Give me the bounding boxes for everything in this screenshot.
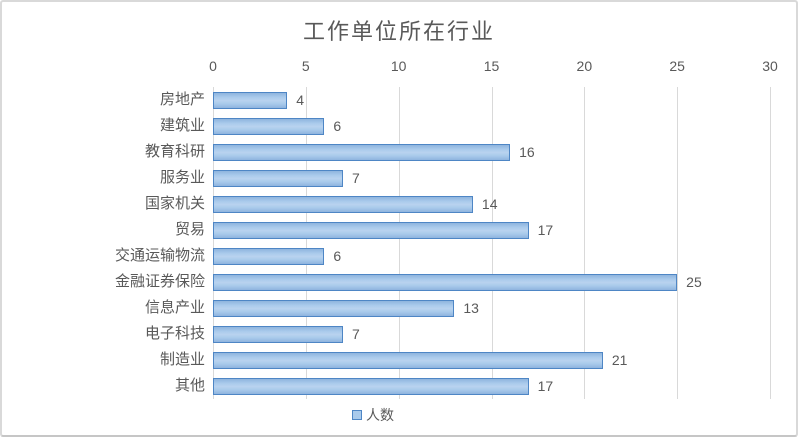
bar-其他[interactable] — [213, 377, 529, 395]
legend-label: 人数 — [366, 407, 394, 423]
category-label: 贸易 — [174, 221, 205, 238]
plot-area: 4 6 16 7 14 17 6 25 13 7 21 17 — [213, 87, 771, 399]
gridline — [305, 87, 307, 399]
bar-交通运输物流[interactable] — [213, 247, 325, 265]
category-label: 建筑业 — [159, 117, 205, 134]
bar-服务业[interactable] — [213, 169, 343, 187]
value-label: 6 — [333, 118, 342, 134]
x-tick-label: 30 — [762, 58, 778, 74]
bar-row: 6 — [213, 243, 770, 269]
x-tick-label: 5 — [301, 58, 310, 74]
category-label: 电子科技 — [144, 325, 205, 342]
category-label: 制造业 — [159, 351, 205, 368]
value-label: 16 — [519, 144, 535, 160]
value-label: 6 — [333, 248, 342, 264]
x-tick-label: 0 — [209, 58, 217, 74]
legend[interactable]: 人数 — [352, 405, 394, 425]
bar-row: 21 — [213, 347, 770, 373]
gridline — [584, 87, 586, 399]
category-label: 教育科研 — [144, 143, 205, 160]
gridline — [491, 87, 493, 399]
value-label: 4 — [296, 92, 305, 108]
value-label: 17 — [537, 378, 554, 394]
category-label: 国家机关 — [144, 195, 205, 212]
category-label: 信息产业 — [144, 299, 205, 316]
bar-row: 14 — [213, 191, 770, 217]
bar-row: 7 — [213, 321, 770, 347]
x-tick-label: 20 — [576, 58, 593, 74]
bar-金融证券保险[interactable] — [213, 273, 678, 291]
chart-title: 工作单位所在行业 — [302, 19, 495, 44]
bar-row: 6 — [213, 113, 770, 139]
bar-国家机关[interactable] — [213, 195, 473, 213]
legend-swatch-icon — [352, 410, 362, 420]
x-tick-label: 15 — [483, 58, 500, 74]
category-label: 交通运输物流 — [114, 247, 205, 264]
bar-row: 25 — [213, 269, 770, 295]
bar-row: 4 — [213, 87, 770, 113]
gridline — [677, 87, 679, 399]
category-label: 金融证券保险 — [114, 273, 205, 290]
value-label: 14 — [481, 196, 498, 212]
bar-row: 16 — [213, 139, 770, 165]
gridline — [770, 87, 771, 399]
bar-信息产业[interactable] — [213, 299, 455, 317]
bar-教育科研[interactable] — [213, 143, 511, 161]
bar-row: 17 — [213, 217, 770, 243]
bar-row: 17 — [213, 373, 770, 399]
y-axis-labels: 房地产建筑业教育科研服务业国家机关贸易交通运输物流 金融证券保险信息产业电子科技制… — [2, 87, 205, 399]
category-axis-line — [213, 87, 214, 399]
value-label: 17 — [537, 222, 554, 238]
bar-房地产[interactable] — [213, 91, 288, 109]
category-label: 服务业 — [159, 169, 205, 186]
value-label: 25 — [686, 274, 702, 290]
value-label: 21 — [611, 352, 628, 368]
x-tick-label: 25 — [669, 58, 685, 74]
value-label: 7 — [351, 170, 360, 186]
bar-制造业[interactable] — [213, 351, 603, 369]
value-label: 13 — [463, 300, 479, 316]
category-label: 其他 — [174, 377, 205, 394]
value-label: 7 — [351, 326, 360, 342]
gridline — [398, 87, 400, 399]
bar-row: 7 — [213, 165, 770, 191]
bar-row: 13 — [213, 295, 770, 321]
x-tick-label: 10 — [390, 58, 407, 74]
bar-电子科技[interactable] — [213, 325, 343, 343]
bar-建筑业[interactable] — [213, 117, 325, 135]
category-label: 房地产 — [159, 91, 205, 108]
bar-贸易[interactable] — [213, 221, 529, 239]
